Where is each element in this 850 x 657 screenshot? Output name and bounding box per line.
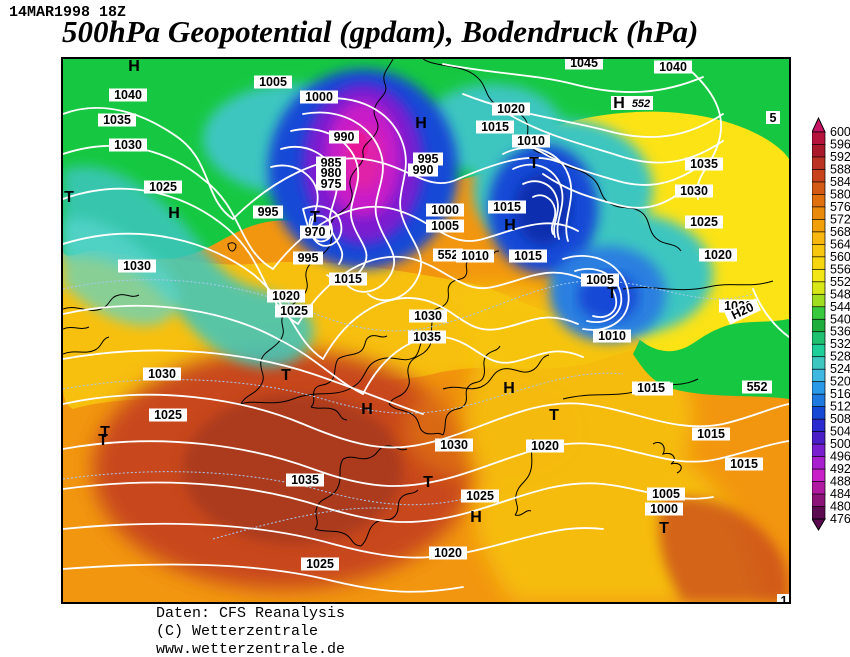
svg-text:1005: 1005 <box>652 487 680 501</box>
svg-text:H: H <box>415 115 427 132</box>
svg-text:1040: 1040 <box>114 88 142 102</box>
svg-text:970: 970 <box>305 225 326 239</box>
svg-text:1030: 1030 <box>414 309 442 323</box>
svg-text:H: H <box>361 401 373 418</box>
svg-text:T: T <box>423 474 433 491</box>
svg-text:H: H <box>504 217 516 234</box>
svg-text:1025: 1025 <box>154 408 182 422</box>
svg-text:552: 552 <box>438 248 459 262</box>
svg-text:975: 975 <box>321 177 342 191</box>
svg-text:1020: 1020 <box>704 248 732 262</box>
svg-text:H: H <box>503 380 515 397</box>
svg-text:1015: 1015 <box>637 381 665 395</box>
svg-text:1000: 1000 <box>650 502 678 516</box>
svg-text:1005: 1005 <box>431 219 459 233</box>
svg-text:1035: 1035 <box>413 330 441 344</box>
svg-text:H: H <box>168 205 180 222</box>
svg-text:T: T <box>310 209 320 226</box>
svg-text:1015: 1015 <box>481 120 509 134</box>
svg-text:H: H <box>128 59 140 75</box>
svg-text:1015: 1015 <box>730 457 758 471</box>
svg-text:552: 552 <box>747 380 768 394</box>
svg-text:995: 995 <box>258 205 279 219</box>
svg-text:1015: 1015 <box>697 427 725 441</box>
svg-text:1010: 1010 <box>517 134 545 148</box>
svg-text:1020: 1020 <box>497 102 525 116</box>
svg-text:995: 995 <box>298 251 319 265</box>
svg-text:1020: 1020 <box>531 439 559 453</box>
svg-text:T: T <box>529 155 539 172</box>
svg-text:1045: 1045 <box>570 59 598 70</box>
svg-text:1010: 1010 <box>461 249 489 263</box>
svg-text:1015: 1015 <box>514 249 542 263</box>
svg-text:1000: 1000 <box>431 203 459 217</box>
svg-text:5: 5 <box>770 111 777 125</box>
svg-text:T: T <box>549 407 559 424</box>
svg-text:T: T <box>64 189 74 206</box>
svg-text:1025: 1025 <box>466 489 494 503</box>
svg-text:476: 476 <box>830 512 850 526</box>
svg-text:1035: 1035 <box>103 113 131 127</box>
svg-text:1020: 1020 <box>434 546 462 560</box>
svg-text:T: T <box>281 367 291 384</box>
svg-text:1010: 1010 <box>598 329 626 343</box>
svg-text:1: 1 <box>781 594 788 602</box>
svg-text:1025: 1025 <box>306 557 334 571</box>
svg-text:552: 552 <box>632 98 650 110</box>
svg-text:1030: 1030 <box>123 259 151 273</box>
svg-text:1025: 1025 <box>690 215 718 229</box>
svg-text:1000: 1000 <box>305 90 333 104</box>
svg-text:990: 990 <box>334 130 355 144</box>
svg-text:T: T <box>659 520 669 537</box>
svg-text:H: H <box>613 95 625 112</box>
svg-text:1030: 1030 <box>680 184 708 198</box>
svg-text:1025: 1025 <box>280 304 308 318</box>
svg-text:1030: 1030 <box>440 438 468 452</box>
svg-text:1035: 1035 <box>291 473 319 487</box>
svg-text:1015: 1015 <box>334 272 362 286</box>
svg-text:1040: 1040 <box>659 60 687 74</box>
svg-text:H: H <box>470 509 482 526</box>
svg-text:990: 990 <box>413 163 434 177</box>
svg-text:1025: 1025 <box>149 180 177 194</box>
svg-text:1015: 1015 <box>493 200 521 214</box>
svg-text:1020: 1020 <box>272 289 300 303</box>
svg-text:1035: 1035 <box>690 157 718 171</box>
svg-text:1005: 1005 <box>259 75 287 89</box>
svg-text:1030: 1030 <box>148 367 176 381</box>
svg-text:1030: 1030 <box>114 138 142 152</box>
svg-text:T: T <box>100 424 110 441</box>
svg-text:T: T <box>607 285 617 302</box>
